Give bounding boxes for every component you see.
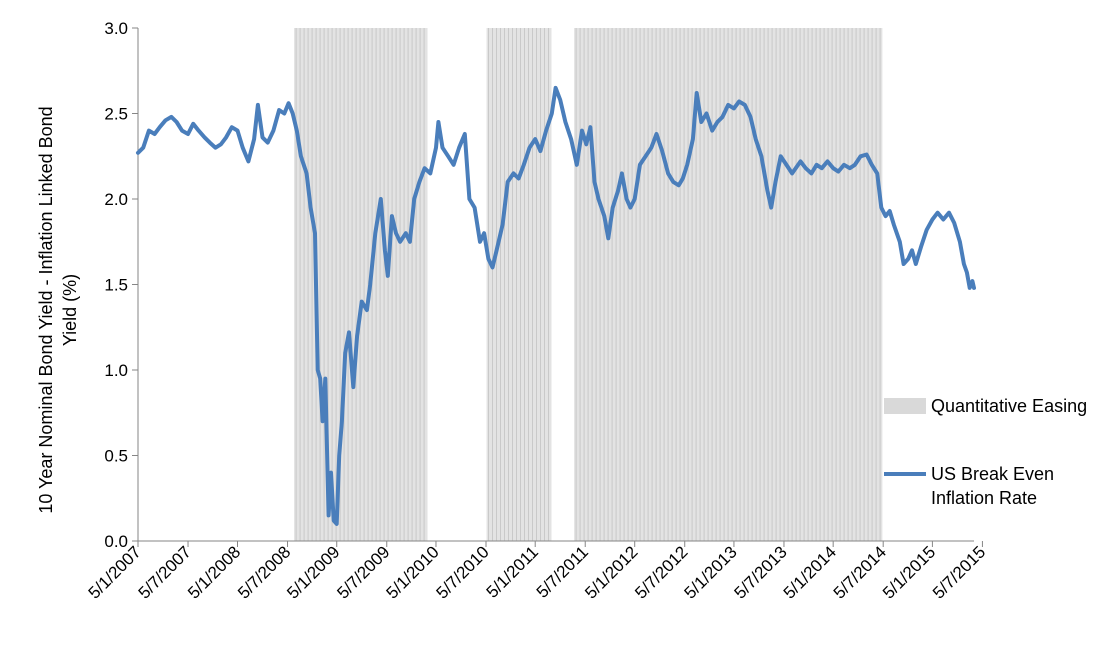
x-tick-label: 5/1/2008 [184,542,244,602]
legend-qe-label: Quantitative Easing [931,396,1087,416]
x-ticks: 5/1/20075/7/20075/1/20085/7/20085/1/2009… [85,541,989,603]
x-tick-label: 5/1/2011 [483,542,542,601]
x-tick-label: 5/7/2008 [234,542,294,602]
legend-series-label-line-1: US Break Even [931,464,1054,484]
x-tick-label: 5/1/2010 [383,542,443,602]
qe-region-3 [574,28,883,541]
y-tick-label: 0.0 [104,532,128,551]
y-axis-title-line-2: Yield (%) [60,274,80,346]
y-ticks: 0.0 0.5 1.0 1.5 2.0 2.5 3.0 [104,19,138,551]
y-tick-label: 1.5 [104,276,128,295]
qe-region-2 [486,28,552,541]
qe-region-hatch [575,28,881,541]
x-tick-label: 5/1/2014 [780,542,840,602]
x-tick-label: 5/1/2012 [581,542,641,602]
y-tick-label: 1.0 [104,361,128,380]
y-tick-label: 0.5 [104,447,128,466]
legend-qe-swatch [884,398,926,414]
qe-region-hatch [295,28,425,541]
x-tick-label: 5/1/2009 [283,542,343,602]
legend-series-label-line-2: Inflation Rate [931,488,1037,508]
x-tick-label: 5/7/2010 [433,542,493,602]
x-tick-label: 5/7/2015 [929,542,989,602]
x-tick-label: 5/1/2007 [85,542,145,602]
y-tick-label: 2.0 [104,190,128,209]
legend: Quantitative Easing US Break Even Inflat… [884,396,1087,508]
x-tick-label: 5/1/2013 [681,542,741,602]
series-line-us-break-even [136,85,976,526]
x-tick-label: 5/7/2014 [830,542,890,602]
x-tick-label: 5/7/2013 [731,542,791,602]
x-tick-label: 5/7/2012 [631,542,691,602]
y-axis-title-line-1: 10 Year Nominal Bond Yield - Inflation L… [36,106,56,513]
x-tick-label: 5/7/2011 [533,542,592,601]
x-tick-label: 5/7/2007 [135,542,195,602]
qe-shading-layer [294,28,883,541]
y-axis-title: 10 Year Nominal Bond Yield - Inflation L… [36,106,80,513]
x-tick-label: 5/1/2015 [879,542,939,602]
qe-region-hatch [488,28,549,541]
y-tick-label: 3.0 [104,19,128,38]
x-tick-label: 5/7/2009 [333,542,393,602]
y-tick-label: 2.5 [104,105,128,124]
series-layer [136,85,976,526]
